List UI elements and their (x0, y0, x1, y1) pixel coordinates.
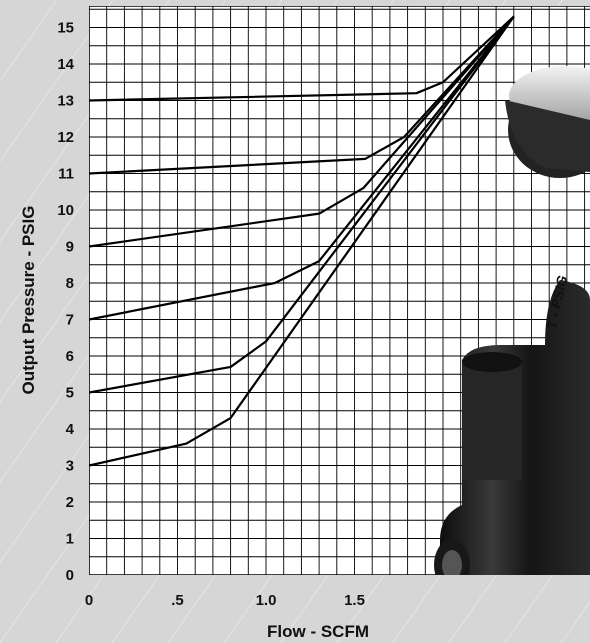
y-tick-label: 7 (66, 312, 74, 329)
y-tick-label: 10 (57, 202, 74, 219)
x-tick-labels: 0 .5 1.0 1.5 (85, 592, 365, 609)
gauge-image (505, 66, 590, 178)
y-tick-label: 12 (57, 129, 74, 146)
y-tick-label: 11 (58, 166, 74, 183)
y-tick-label: 0 (66, 567, 74, 584)
series-line-5 (89, 15, 515, 394)
y-tick-label: 14 (57, 56, 74, 73)
y-tick-label: 1 (66, 531, 74, 548)
y-tick-label: 2 (66, 494, 74, 511)
x-tick-label: 1.0 (256, 592, 277, 609)
y-tick-label: 15 (57, 20, 74, 37)
series-line-4 (89, 15, 515, 321)
y-tick-label: 13 (57, 93, 74, 110)
y-tick-label: 9 (66, 239, 74, 256)
x-tick-label: 0 (85, 592, 93, 609)
y-tick-label: 8 (66, 275, 74, 292)
x-axis-title: Flow - SCFM (267, 622, 369, 641)
x-tick-label: .5 (171, 592, 184, 609)
y-tick-label: 6 (66, 348, 74, 365)
series-lines (89, 15, 515, 467)
series-line-2 (89, 15, 515, 175)
y-tick-label: 5 (66, 385, 74, 402)
series-line-6 (89, 15, 515, 467)
y-axis-title: Output Pressure - PSIG (19, 206, 38, 395)
regulator-body-image (434, 280, 590, 575)
regulator-photo: T - PSIG (434, 66, 590, 575)
y-tick-label: 4 (66, 421, 75, 438)
series-line-1 (89, 15, 515, 102)
series-line-3 (89, 15, 515, 248)
y-tick-label: 3 (66, 458, 74, 475)
x-tick-label: 1.5 (344, 592, 365, 609)
